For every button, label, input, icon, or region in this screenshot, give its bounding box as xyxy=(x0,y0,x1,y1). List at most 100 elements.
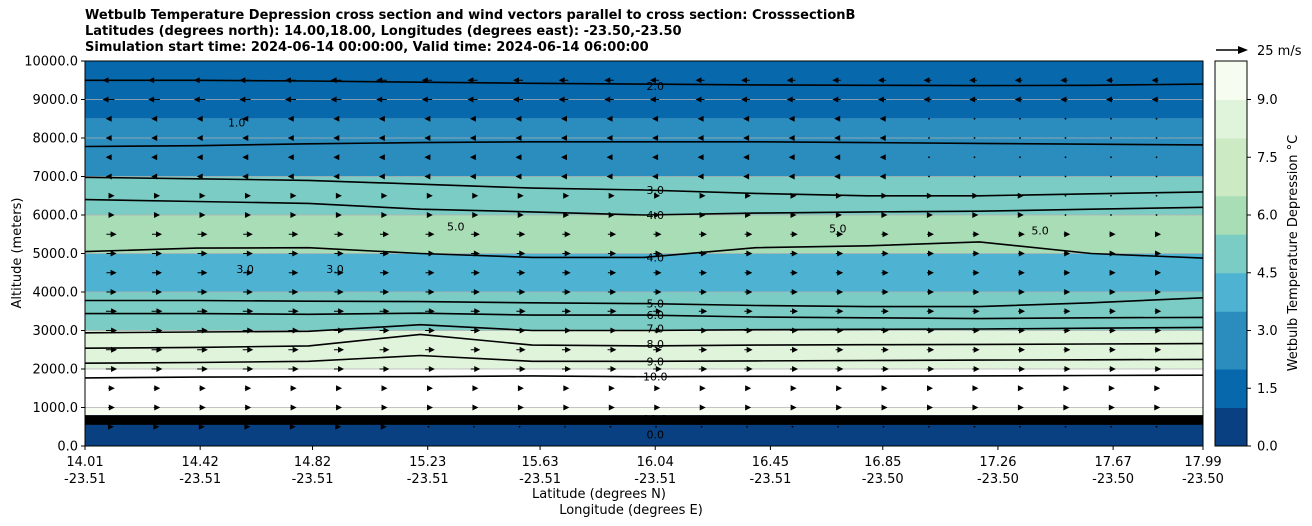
wind-vector xyxy=(288,346,299,353)
wind-vector xyxy=(608,404,615,411)
wind-vector xyxy=(926,385,933,392)
wind-vector xyxy=(560,115,567,122)
wind-vector xyxy=(1151,77,1159,84)
wind-vector xyxy=(381,212,388,218)
contour-label: 3.0 xyxy=(646,184,664,197)
wind-vector xyxy=(1109,250,1116,257)
wind-vector xyxy=(928,175,930,178)
x-tick-label-latitude: 14.01 xyxy=(66,455,103,470)
wind-vector xyxy=(105,115,112,122)
wind-vector xyxy=(881,231,889,238)
x-tick-label-latitude: 15.23 xyxy=(409,455,446,470)
wind-vector xyxy=(698,308,708,315)
wind-vector xyxy=(697,115,704,122)
surface-contour-cluster xyxy=(85,415,1203,425)
colorbar-swatch xyxy=(1215,215,1247,235)
contour-label: 2.0 xyxy=(646,80,664,93)
wind-vector xyxy=(835,192,842,199)
wind-vector xyxy=(102,96,115,103)
colorbar-swatch xyxy=(1215,426,1247,447)
wind-vector xyxy=(607,269,617,276)
wind-vector xyxy=(926,212,933,218)
wind-vector xyxy=(153,404,161,411)
x-tick-label-latitude: 16.45 xyxy=(752,455,789,470)
wind-vector xyxy=(334,231,344,238)
wind-vector xyxy=(153,385,161,392)
contour-line xyxy=(85,198,1203,216)
wind-vector xyxy=(1063,404,1070,411)
wind-vector xyxy=(1155,194,1158,197)
wind-vector xyxy=(697,154,704,161)
wind-vector xyxy=(1108,385,1115,392)
wind-vector xyxy=(927,269,934,276)
wind-vector xyxy=(1105,96,1114,103)
wind-vector xyxy=(1019,425,1021,428)
wind-vector xyxy=(1154,346,1162,353)
wind-vector xyxy=(290,192,297,199)
wind-vector xyxy=(558,77,569,84)
wind-vector xyxy=(469,115,476,122)
wind-vector xyxy=(877,96,887,103)
wind-vector xyxy=(881,212,888,218)
wind-vector xyxy=(1017,212,1024,218)
wind-vector xyxy=(376,77,387,84)
chart-title: Wetbulb Temperature Depression cross sec… xyxy=(85,8,855,56)
wind-vector xyxy=(471,289,480,295)
wind-vector xyxy=(242,327,254,334)
wind-vector xyxy=(881,346,889,353)
wind-vector xyxy=(516,250,526,257)
wind-vector xyxy=(653,327,662,334)
wind-vector xyxy=(649,96,660,103)
wind-vector xyxy=(972,269,980,276)
wind-vector xyxy=(1064,194,1067,197)
wind-vector xyxy=(745,212,752,218)
wind-vector xyxy=(654,385,661,392)
wind-vector xyxy=(1063,289,1071,295)
wind-vector xyxy=(1018,289,1025,295)
wind-vector xyxy=(334,250,344,257)
contour-line xyxy=(85,297,1203,308)
colorbar-swatch xyxy=(1215,176,1247,197)
wind-vector xyxy=(1109,327,1116,334)
wind-vector xyxy=(1155,175,1158,178)
wind-vector xyxy=(745,385,752,392)
x-tick-label-longitude: -23.50 xyxy=(977,472,1019,487)
wind-vector xyxy=(381,385,388,392)
wind-vector xyxy=(969,77,977,84)
contour-label: 7.0 xyxy=(646,323,664,336)
wind-vector xyxy=(744,346,753,353)
x-axis: 14.01 -23.51 14.42 -23.51 14.82 -23.51 15.23 -2… xyxy=(64,446,1224,487)
wind-vector xyxy=(288,366,299,372)
wind-vector xyxy=(197,366,208,372)
wind-vector xyxy=(790,231,798,238)
wind-vector xyxy=(1154,250,1162,257)
wind-vector xyxy=(881,327,889,334)
wind-vector xyxy=(790,385,797,392)
x-tick-label-latitude: 17.99 xyxy=(1184,455,1221,470)
wind-vector xyxy=(653,269,662,276)
x-tick-label-latitude: 14.82 xyxy=(294,455,331,470)
wind-vector xyxy=(562,269,571,276)
wind-vector xyxy=(425,231,435,238)
x-tick-label-longitude: -23.51 xyxy=(64,472,106,487)
wind-vector xyxy=(379,231,390,238)
wind-vector xyxy=(242,366,254,372)
wind-vector xyxy=(425,250,435,257)
wind-vector xyxy=(244,385,252,392)
wind-vector xyxy=(1155,214,1158,216)
wind-vector xyxy=(609,425,612,428)
wind-vector xyxy=(743,154,750,161)
wind-vector xyxy=(106,250,117,257)
wind-vector xyxy=(835,327,844,334)
wind-vector xyxy=(335,404,343,411)
wind-vector xyxy=(330,77,342,84)
wind-vector xyxy=(879,173,886,180)
x-tick-label-longitude: -23.51 xyxy=(292,472,334,487)
wind-vector xyxy=(564,425,566,428)
wind-vector xyxy=(379,366,390,372)
wind-vector xyxy=(151,308,163,315)
wind-vector xyxy=(881,192,888,199)
wind-vector xyxy=(198,423,205,430)
wind-vector xyxy=(290,385,297,392)
wind-vector xyxy=(242,154,249,161)
